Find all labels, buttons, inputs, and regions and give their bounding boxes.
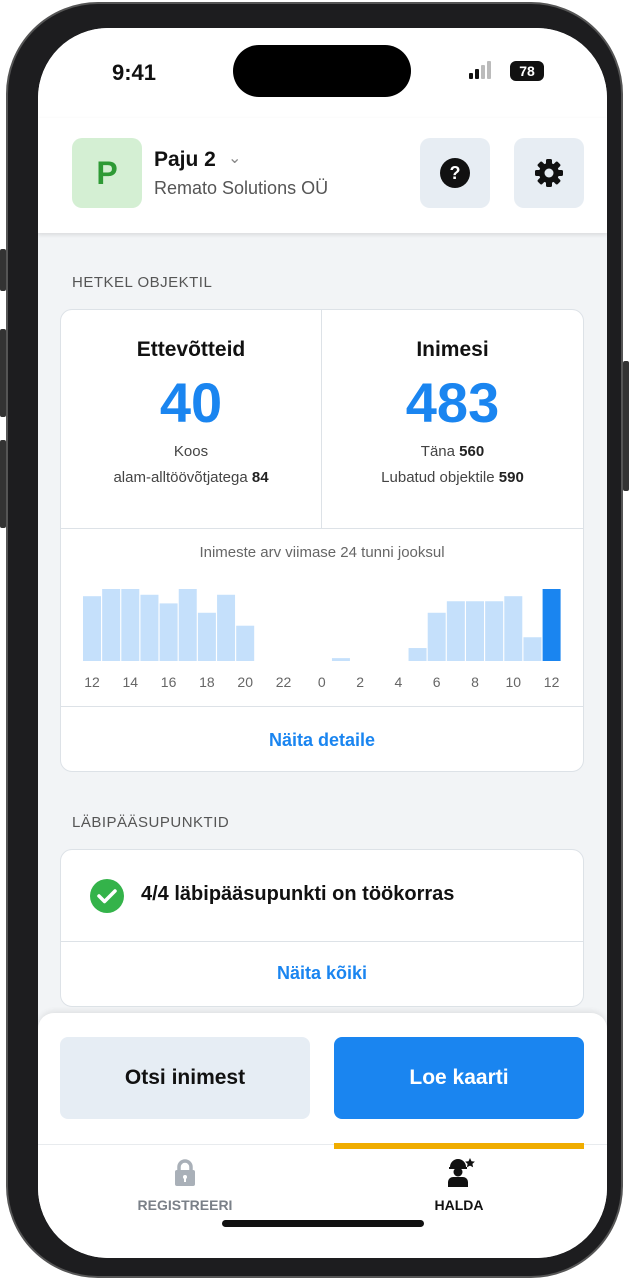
bottom-panel: Otsi inimest Loe kaarti REGISTREERI HALD… — [38, 1013, 607, 1258]
status-bar: 9:41 78 — [38, 28, 607, 118]
site-selector[interactable]: Paju 2 — [154, 148, 216, 171]
chart-bar — [83, 596, 101, 661]
on-site-card: Ettevõtteid 40 Koos alam-alltöövõtjatega… — [60, 309, 584, 772]
worker-star-icon — [448, 1158, 475, 1187]
screen: 9:41 78 P Paju 2 ⌄ Remato Solutions OÜ ?… — [38, 28, 607, 1258]
chart-title: Inimeste arv viimase 24 tunni jooksul — [199, 544, 445, 561]
svg-text:?: ? — [450, 163, 461, 183]
chart-bar — [140, 594, 159, 661]
chevron-down-icon[interactable]: ⌄ — [228, 150, 242, 167]
x-tick-label: 8 — [471, 674, 479, 690]
chart-bar — [523, 637, 542, 661]
allowed-value: 590 — [498, 469, 524, 486]
x-tick-label: 0 — [318, 674, 326, 690]
help-button[interactable]: ? — [420, 138, 490, 208]
volume-down-button — [0, 440, 6, 528]
chart-bar — [466, 601, 484, 661]
chart-bar — [408, 648, 427, 661]
companies-label: Ettevõtteid — [136, 338, 246, 361]
dynamic-island — [233, 45, 411, 97]
chart-bar — [427, 612, 446, 661]
chart-bar — [217, 594, 236, 661]
read-card-button[interactable]: Loe kaarti — [334, 1037, 584, 1119]
chart-bar — [485, 601, 504, 661]
today-value: 560 — [459, 443, 485, 460]
battery-icon: 78 — [510, 61, 544, 81]
status-time: 9:41 — [112, 60, 157, 85]
x-tick-label: 18 — [199, 674, 215, 690]
chart-bar — [331, 658, 350, 661]
chart-bar — [236, 625, 255, 661]
access-points-card: 4/4 läbipääsupunkti on töökorras Näita k… — [60, 849, 584, 1007]
people-24h-chart: 12 14 16 18 20 22 0 2 4 6 8 10 12 — [83, 589, 561, 690]
check-circle-icon — [90, 879, 124, 913]
allowed-label: Lubatud objektile — [381, 469, 495, 486]
signal-icon — [469, 61, 491, 79]
chart-bar — [178, 589, 197, 661]
show-details-link[interactable]: Näita detaile — [268, 730, 376, 750]
x-tick-label: 16 — [161, 674, 177, 690]
mute-switch — [0, 249, 6, 291]
chart-bar — [159, 603, 178, 661]
header: P Paju 2 ⌄ Remato Solutions OÜ ? — [38, 118, 607, 233]
chart-bar — [504, 596, 523, 661]
show-all-link[interactable]: Näita kõiki — [276, 963, 368, 983]
subcontractors-label: alam-alltöövõtjatega — [113, 469, 248, 486]
subcontractors-value: 84 — [251, 469, 269, 486]
chart-bar — [197, 612, 216, 661]
lock-icon — [175, 1159, 195, 1186]
today-label: Täna — [420, 443, 455, 460]
section-title-access: LÄBIPÄÄSUPUNKTID — [72, 814, 230, 831]
active-tab-indicator — [334, 1143, 584, 1149]
x-tick-label: 4 — [395, 674, 403, 690]
company-name: Remato Solutions OÜ — [154, 178, 329, 198]
companies-stat: Ettevõtteid 40 Koos alam-alltöövõtjatega… — [61, 310, 322, 528]
chart-bar — [121, 589, 140, 661]
gear-icon — [535, 159, 563, 187]
power-button — [623, 361, 629, 491]
tab-label: HALDA — [434, 1197, 484, 1213]
x-tick-label: 22 — [276, 674, 292, 690]
chart-bar — [446, 601, 465, 661]
section-title-on-site: HETKEL OBJEKTIL — [72, 274, 213, 291]
home-indicator — [222, 1220, 424, 1227]
volume-up-button — [0, 329, 6, 417]
settings-button[interactable] — [514, 138, 584, 208]
tab-label: REGISTREERI — [137, 1197, 233, 1213]
companies-value: 40 — [159, 371, 223, 434]
help-icon: ? — [440, 158, 470, 188]
people-stat: Inimesi 483 Täna 560 Lubatud objektile 5… — [322, 310, 583, 528]
site-avatar[interactable]: P — [72, 138, 142, 208]
search-person-button[interactable]: Otsi inimest — [60, 1037, 310, 1119]
bottom-nav: REGISTREERI HALDA — [38, 1143, 607, 1244]
tab-registreeri[interactable]: REGISTREERI — [60, 1145, 310, 1225]
tab-halda[interactable]: HALDA — [334, 1145, 584, 1225]
people-value: 483 — [405, 371, 500, 434]
x-tick-label: 12 — [84, 674, 100, 690]
x-tick-label: 2 — [356, 674, 364, 690]
x-tick-label: 14 — [123, 674, 139, 690]
x-tick-label: 12 — [544, 674, 560, 690]
x-tick-label: 6 — [433, 674, 441, 690]
access-status: 4/4 läbipääsupunkti on töökorras — [141, 883, 455, 905]
chart-bar — [102, 589, 121, 661]
people-label: Inimesi — [416, 338, 489, 361]
x-tick-label: 20 — [237, 674, 253, 690]
x-tick-label: 10 — [506, 674, 522, 690]
chart-bar — [542, 589, 561, 661]
companies-line1: Koos — [173, 443, 209, 460]
